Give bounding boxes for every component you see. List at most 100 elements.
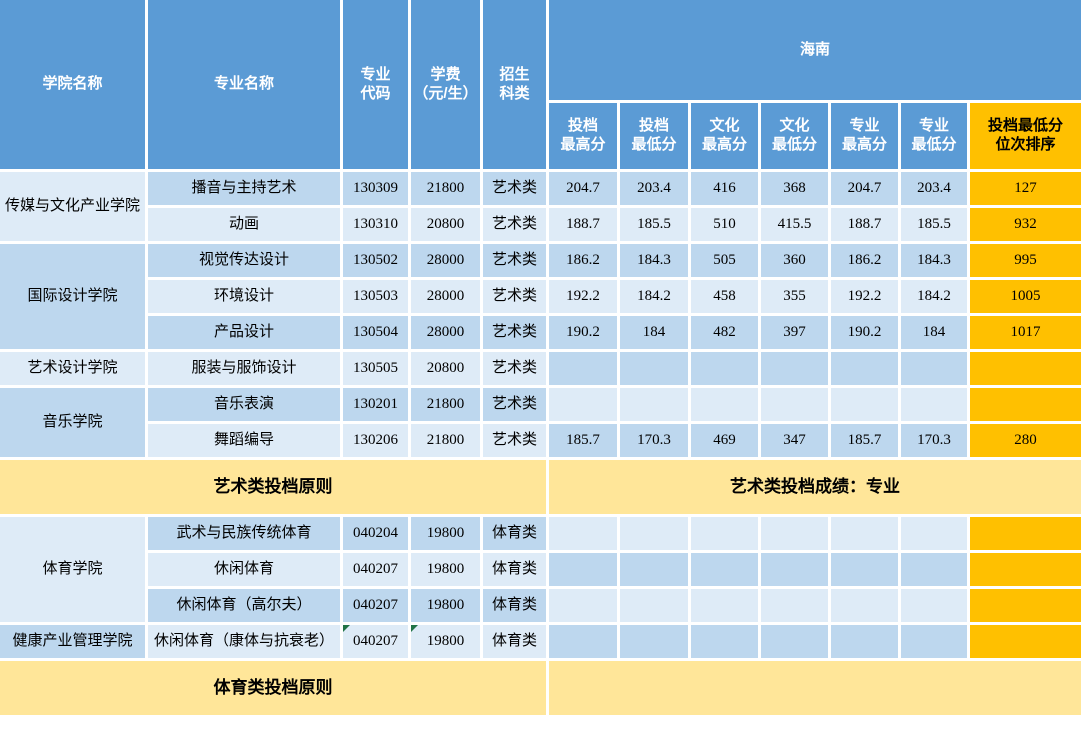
score-cell[interactable]: 203.4 — [620, 172, 688, 205]
major-cell[interactable]: 休闲体育（高尔夫） — [148, 589, 340, 622]
banner-left-cell[interactable]: 体育类投档原则 — [0, 661, 546, 715]
score-cell[interactable] — [901, 589, 967, 622]
score-cell[interactable]: 170.3 — [901, 424, 967, 457]
fee-cell[interactable]: 28000 — [411, 244, 480, 277]
fee-cell[interactable]: 21800 — [411, 388, 480, 421]
score-cell[interactable] — [549, 625, 617, 658]
score-cell[interactable] — [691, 517, 758, 550]
fee-cell[interactable]: 20800 — [411, 208, 480, 241]
score-cell[interactable]: 185.5 — [901, 208, 967, 241]
rank-cell[interactable]: 932 — [970, 208, 1081, 241]
category-cell[interactable]: 体育类 — [483, 589, 546, 622]
header-major-name[interactable]: 专业名称 — [148, 0, 340, 169]
header-culture-min[interactable]: 文化 最低分 — [761, 103, 828, 169]
rank-cell[interactable] — [970, 352, 1081, 385]
header-major-min[interactable]: 专业 最低分 — [901, 103, 967, 169]
category-cell[interactable]: 艺术类 — [483, 388, 546, 421]
score-cell[interactable] — [901, 517, 967, 550]
college-cell[interactable]: 音乐学院 — [0, 388, 145, 457]
header-region-hainan[interactable]: 海南 — [549, 0, 1081, 100]
fee-cell[interactable]: 28000 — [411, 280, 480, 313]
score-cell[interactable]: 185.5 — [620, 208, 688, 241]
code-cell[interactable]: 040207 — [343, 553, 408, 586]
major-cell[interactable]: 服装与服饰设计 — [148, 352, 340, 385]
major-cell[interactable]: 动画 — [148, 208, 340, 241]
major-cell[interactable]: 视觉传达设计 — [148, 244, 340, 277]
header-tuition-fee[interactable]: 学费 （元/生） — [411, 0, 480, 169]
code-cell[interactable]: 130504 — [343, 316, 408, 349]
score-cell[interactable] — [549, 352, 617, 385]
score-cell[interactable] — [831, 553, 898, 586]
score-cell[interactable]: 192.2 — [549, 280, 617, 313]
score-cell[interactable]: 184 — [901, 316, 967, 349]
banner-right-cell[interactable]: 艺术类投档成绩：专业 — [549, 460, 1081, 514]
fee-cell[interactable]: 19800 — [411, 589, 480, 622]
score-cell[interactable]: 505 — [691, 244, 758, 277]
code-cell[interactable]: 040204 — [343, 517, 408, 550]
score-cell[interactable]: 184.2 — [620, 280, 688, 313]
major-cell[interactable]: 休闲体育 — [148, 553, 340, 586]
score-cell[interactable]: 458 — [691, 280, 758, 313]
fee-cell[interactable]: 19800 — [411, 517, 480, 550]
score-cell[interactable]: 186.2 — [549, 244, 617, 277]
category-cell[interactable]: 体育类 — [483, 553, 546, 586]
banner-left-cell[interactable]: 艺术类投档原则 — [0, 460, 546, 514]
score-cell[interactable] — [549, 517, 617, 550]
major-cell[interactable]: 环境设计 — [148, 280, 340, 313]
score-cell[interactable]: 204.7 — [549, 172, 617, 205]
header-toudang-min[interactable]: 投档 最低分 — [620, 103, 688, 169]
score-cell[interactable] — [831, 352, 898, 385]
score-cell[interactable] — [901, 352, 967, 385]
major-cell[interactable]: 休闲体育（康体与抗衰老） — [148, 625, 340, 658]
major-cell[interactable]: 舞蹈编导 — [148, 424, 340, 457]
header-culture-max[interactable]: 文化 最高分 — [691, 103, 758, 169]
score-cell[interactable] — [620, 352, 688, 385]
score-cell[interactable]: 416 — [691, 172, 758, 205]
score-cell[interactable]: 482 — [691, 316, 758, 349]
score-cell[interactable] — [761, 352, 828, 385]
score-cell[interactable] — [691, 625, 758, 658]
score-cell[interactable]: 186.2 — [831, 244, 898, 277]
rank-cell[interactable]: 1005 — [970, 280, 1081, 313]
college-cell[interactable]: 体育学院 — [0, 517, 145, 622]
category-cell[interactable]: 体育类 — [483, 517, 546, 550]
score-cell[interactable] — [761, 517, 828, 550]
score-cell[interactable]: 185.7 — [549, 424, 617, 457]
score-cell[interactable] — [831, 589, 898, 622]
score-cell[interactable]: 188.7 — [549, 208, 617, 241]
banner-right-cell[interactable] — [549, 661, 1081, 715]
score-cell[interactable] — [901, 388, 967, 421]
score-cell[interactable] — [620, 553, 688, 586]
major-cell[interactable]: 音乐表演 — [148, 388, 340, 421]
code-cell[interactable]: 040207 — [343, 589, 408, 622]
score-cell[interactable]: 185.7 — [831, 424, 898, 457]
rank-cell[interactable] — [970, 589, 1081, 622]
college-cell[interactable]: 传媒与文化产业学院 — [0, 172, 145, 241]
header-college-name[interactable]: 学院名称 — [0, 0, 145, 169]
score-cell[interactable] — [620, 625, 688, 658]
score-cell[interactable] — [691, 589, 758, 622]
rank-cell[interactable]: 127 — [970, 172, 1081, 205]
rank-cell[interactable] — [970, 517, 1081, 550]
score-cell[interactable]: 184.3 — [620, 244, 688, 277]
score-cell[interactable]: 190.2 — [831, 316, 898, 349]
category-cell[interactable]: 艺术类 — [483, 172, 546, 205]
score-cell[interactable]: 360 — [761, 244, 828, 277]
score-cell[interactable]: 397 — [761, 316, 828, 349]
category-cell[interactable]: 艺术类 — [483, 208, 546, 241]
score-cell[interactable] — [691, 352, 758, 385]
header-major-code[interactable]: 专业 代码 — [343, 0, 408, 169]
score-cell[interactable]: 188.7 — [831, 208, 898, 241]
rank-cell[interactable]: 1017 — [970, 316, 1081, 349]
score-cell[interactable] — [761, 589, 828, 622]
score-cell[interactable] — [901, 625, 967, 658]
score-cell[interactable] — [831, 388, 898, 421]
score-cell[interactable] — [691, 553, 758, 586]
score-cell[interactable] — [691, 388, 758, 421]
rank-cell[interactable] — [970, 553, 1081, 586]
rank-cell[interactable]: 995 — [970, 244, 1081, 277]
fee-cell[interactable]: 28000 — [411, 316, 480, 349]
major-cell[interactable]: 武术与民族传统体育 — [148, 517, 340, 550]
code-cell[interactable]: 130503 — [343, 280, 408, 313]
score-cell[interactable]: 184 — [620, 316, 688, 349]
